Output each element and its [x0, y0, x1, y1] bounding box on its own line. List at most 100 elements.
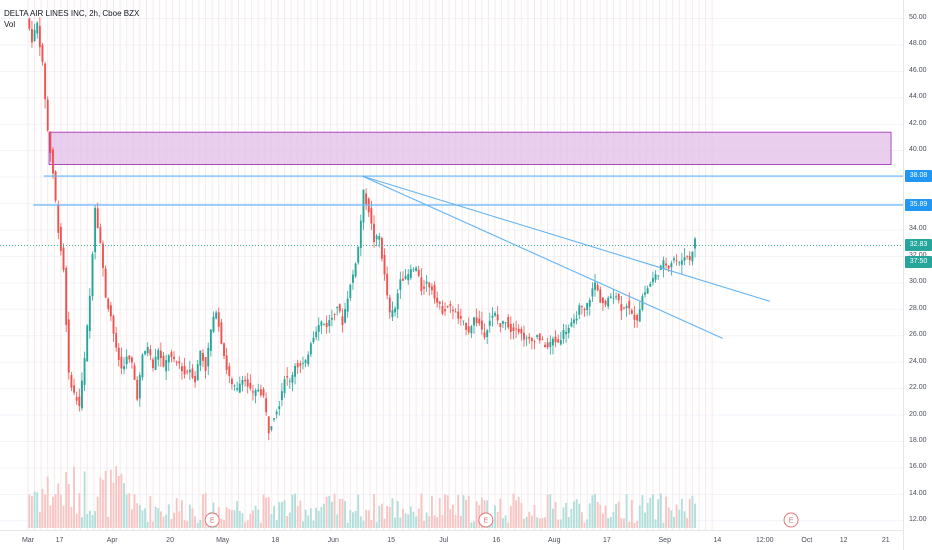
candle-body	[594, 282, 596, 290]
price-axis[interactable]: 50.0048.0046.0044.0042.0040.0038.0036.00…	[903, 0, 932, 550]
volume-bar	[551, 508, 554, 528]
candle-body	[388, 297, 391, 313]
time-tick-label: 12:00	[755, 537, 774, 544]
candle-body	[325, 322, 328, 328]
earnings-marker-label[interactable]: E	[210, 518, 215, 525]
candle-body	[117, 347, 120, 361]
candle-body	[296, 363, 299, 368]
volume-bar	[46, 476, 49, 528]
symbol-title[interactable]: DELTA AIR LINES INC, 2h, Cboe BZX	[4, 9, 140, 18]
chart-legend: DELTA AIR LINES INC, 2h, Cboe BZX Vol	[4, 8, 139, 30]
candle-body	[570, 322, 573, 327]
volume-bar	[380, 503, 383, 528]
volume-bar	[120, 473, 123, 528]
candle-body	[357, 246, 360, 263]
candle-body	[454, 311, 457, 313]
candle-body	[588, 299, 591, 307]
candle-body	[320, 321, 323, 326]
volume-bar	[346, 522, 349, 528]
candle-body	[199, 350, 202, 366]
candle-body	[138, 375, 141, 399]
candle-body	[217, 312, 220, 327]
volume-bar	[180, 500, 183, 528]
candle-body	[646, 288, 649, 294]
volume-bar	[249, 513, 252, 528]
candle-body	[478, 318, 481, 324]
volume-bar	[157, 508, 160, 528]
volume-bar	[286, 515, 289, 528]
volume-bar	[262, 494, 265, 528]
candle-body	[475, 317, 478, 324]
volume-bar	[315, 507, 318, 528]
candle-body	[546, 342, 549, 348]
volume-bar	[241, 513, 244, 528]
candle-body	[294, 366, 297, 377]
candle-body	[678, 262, 681, 264]
volume-bar	[54, 494, 57, 528]
candle-body	[425, 281, 428, 284]
volume-bar	[115, 466, 118, 528]
volume-bar	[388, 506, 391, 528]
candle-body	[565, 331, 568, 335]
chart-plot-area[interactable]: E E E DELTA AIR LINES INC, 2h, Cboe BZX Vo…	[0, 0, 903, 530]
candle-body	[146, 346, 149, 354]
earnings-marker-label[interactable]: E	[484, 518, 489, 525]
candle-body	[183, 365, 186, 375]
candle-body	[604, 300, 607, 305]
time-tick-label: 20	[166, 537, 174, 544]
volume-bar	[675, 504, 678, 528]
candle-body	[654, 274, 657, 280]
volume-bar	[275, 519, 278, 528]
candle-body	[612, 298, 615, 300]
volume-bar	[375, 522, 378, 528]
volume-bar	[533, 505, 536, 528]
volume-bar	[409, 506, 412, 528]
volume-bar	[680, 498, 683, 528]
volume-bar	[270, 513, 273, 528]
volume-bar	[125, 494, 128, 528]
candle-body	[249, 382, 252, 389]
volume-bar	[604, 505, 607, 528]
volume-bar	[580, 512, 583, 528]
candle-body	[473, 317, 475, 326]
volume-bar	[507, 522, 510, 528]
volume-bar	[238, 510, 241, 528]
earnings-marker	[478, 512, 494, 528]
candle-body	[70, 375, 73, 388]
time-tick-label: Aug	[548, 537, 561, 544]
volume-bar	[449, 509, 452, 528]
volume-indicator-label[interactable]: Vol	[4, 20, 16, 29]
candle-body	[444, 309, 447, 312]
volume-bar	[265, 497, 268, 528]
volume-bar	[557, 519, 560, 528]
candle-body	[188, 369, 191, 373]
volume-bar	[473, 521, 475, 528]
earnings-marker-label[interactable]: E	[789, 518, 794, 525]
candle-body	[75, 397, 78, 401]
volume-bar	[686, 518, 689, 528]
candle-body	[238, 383, 241, 393]
candle-body	[178, 361, 181, 364]
candle-body	[344, 309, 347, 323]
price-tick-label: 30.00	[909, 278, 927, 286]
candle-body	[194, 375, 197, 383]
volume-bar	[678, 509, 681, 528]
candle-body	[207, 347, 210, 367]
volume-bar	[394, 517, 397, 528]
candle-body	[80, 380, 83, 409]
candle-body	[94, 207, 97, 253]
volume-bar	[399, 517, 402, 528]
price-tick-label: 28.00	[909, 304, 927, 312]
volume-bar	[280, 501, 283, 528]
candle-body	[554, 336, 557, 343]
volume-bar	[546, 494, 549, 528]
time-tick-label: 21	[881, 537, 890, 544]
candle-body	[323, 323, 325, 325]
volume-bar	[109, 469, 112, 528]
candle-body	[112, 315, 115, 334]
candle-body	[573, 319, 575, 324]
time-axis[interactable]: Mar 17 Apr 20 May 18 Jun 15 Jul 16 Aug 17 Sep 14 12:00…	[0, 530, 903, 550]
candle-body	[230, 378, 233, 385]
volume-bar	[638, 505, 641, 528]
